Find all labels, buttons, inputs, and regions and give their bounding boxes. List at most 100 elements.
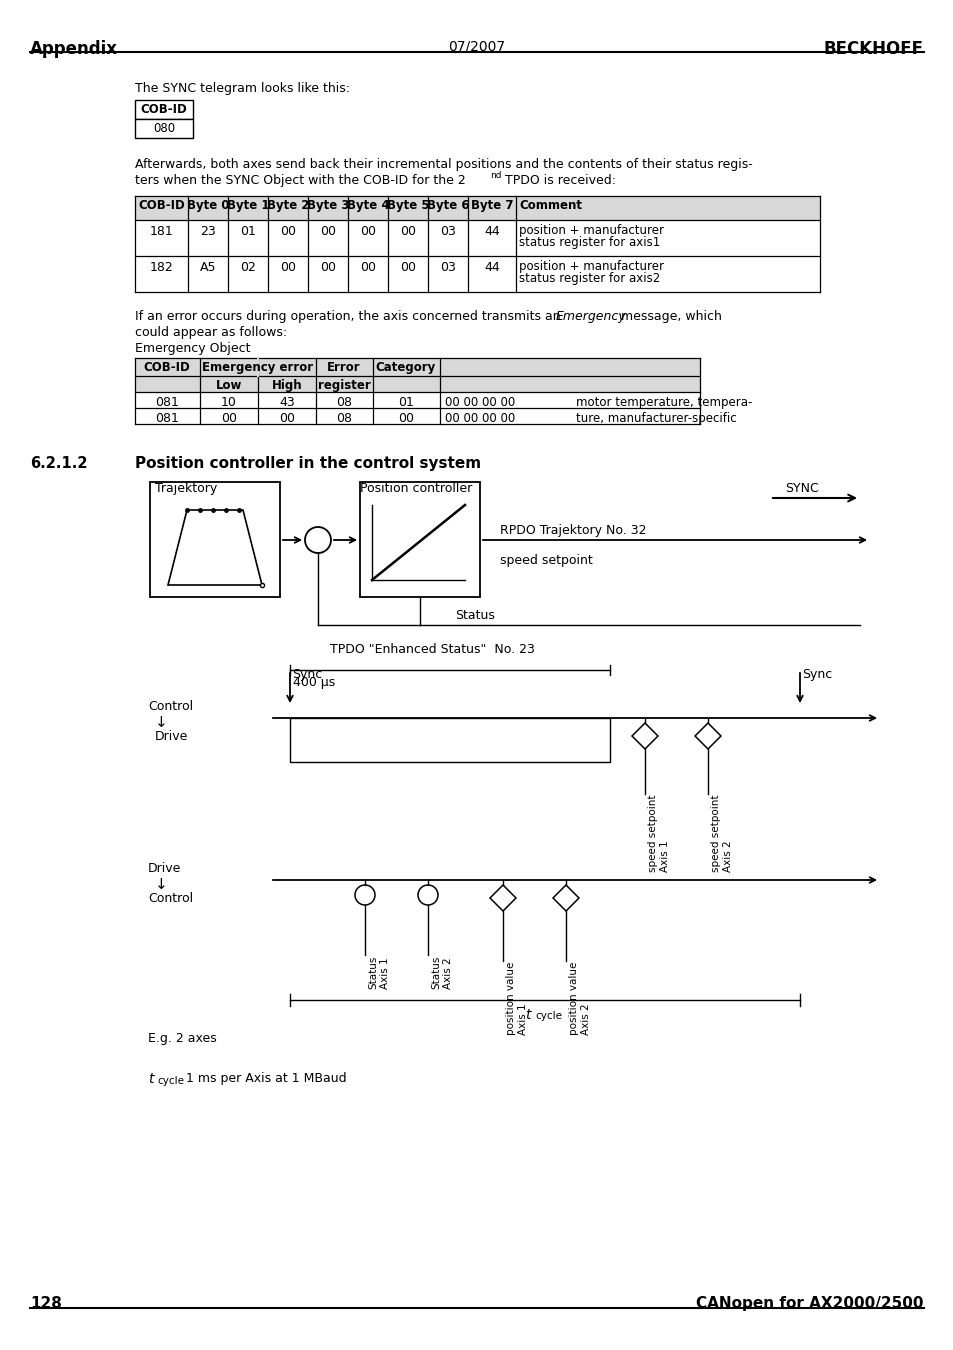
Text: 08: 08 (335, 412, 352, 425)
Text: COB-ID: COB-ID (144, 360, 191, 374)
Text: Position controller: Position controller (359, 482, 472, 495)
Text: speed setpoint
Axis 1: speed setpoint Axis 1 (647, 795, 669, 872)
Polygon shape (168, 510, 262, 585)
Text: Byte 3: Byte 3 (307, 198, 349, 212)
Text: nd: nd (490, 171, 501, 180)
Text: register: register (317, 379, 370, 391)
Text: t: t (524, 1008, 530, 1022)
Text: ↓: ↓ (154, 878, 168, 892)
Bar (135, 119, 193, 138)
Text: BECKHOFF: BECKHOFF (823, 40, 923, 58)
Text: Position controller in the control system: Position controller in the control syste… (135, 456, 480, 471)
Text: High: High (272, 379, 302, 391)
Text: Control: Control (148, 892, 193, 904)
Text: 01: 01 (397, 396, 414, 409)
Text: 00: 00 (319, 225, 335, 238)
Bar (135, 196, 820, 220)
Text: Drive: Drive (154, 730, 188, 742)
Text: −: − (312, 545, 323, 560)
Text: 44: 44 (483, 225, 499, 238)
Text: status register for axis2: status register for axis2 (518, 271, 659, 285)
Text: 182: 182 (150, 261, 173, 274)
Text: 00 00 00 00: 00 00 00 00 (444, 396, 515, 409)
Text: message, which: message, which (617, 310, 721, 323)
Text: t: t (148, 1072, 153, 1085)
Text: 00: 00 (319, 261, 335, 274)
Text: Byte 4: Byte 4 (346, 198, 389, 212)
Text: cycle: cycle (157, 1076, 184, 1085)
Text: position value
Axis 1: position value Axis 1 (505, 963, 527, 1035)
Text: 00: 00 (280, 261, 295, 274)
Text: Byte 2: Byte 2 (267, 198, 309, 212)
Text: 07/2007: 07/2007 (448, 40, 505, 54)
Text: ters when the SYNC Object with the COB-ID for the 2: ters when the SYNC Object with the COB-I… (135, 174, 465, 188)
Text: 00: 00 (359, 261, 375, 274)
Polygon shape (553, 886, 578, 911)
Text: Sync: Sync (801, 668, 831, 680)
Polygon shape (695, 724, 720, 749)
Text: 00: 00 (399, 225, 416, 238)
Text: 44: 44 (483, 261, 499, 274)
Text: Byte 0: Byte 0 (187, 198, 229, 212)
Text: 08: 08 (335, 396, 352, 409)
Text: motor temperature, tempera-: motor temperature, tempera- (576, 396, 752, 409)
Text: Error: Error (327, 360, 360, 374)
Bar (359, 482, 479, 597)
Text: status register for axis1: status register for axis1 (518, 236, 659, 248)
Text: Byte 1: Byte 1 (227, 198, 269, 212)
Text: 1 ms per Axis at 1 MBaud: 1 ms per Axis at 1 MBaud (186, 1072, 346, 1085)
Text: position value
Axis 2: position value Axis 2 (568, 963, 590, 1035)
Text: position + manufacturer: position + manufacturer (518, 261, 663, 273)
Text: 181: 181 (150, 225, 173, 238)
Bar (135, 358, 700, 377)
Text: 081: 081 (155, 412, 179, 425)
Text: Drive: Drive (148, 863, 181, 875)
Text: 43: 43 (279, 396, 294, 409)
Polygon shape (490, 886, 516, 911)
Bar (135, 377, 700, 392)
Text: Emergency error: Emergency error (202, 360, 314, 374)
Text: 128: 128 (30, 1296, 62, 1311)
Text: 02: 02 (240, 261, 255, 274)
Text: 6.2.1.2: 6.2.1.2 (30, 456, 88, 471)
Text: 00: 00 (278, 412, 294, 425)
Bar (290, 718, 609, 761)
Text: RPDO Trajektory No. 32: RPDO Trajektory No. 32 (499, 524, 646, 537)
Text: TPDO is received:: TPDO is received: (500, 174, 616, 188)
Text: TPDO "Enhanced Status"  No. 23: TPDO "Enhanced Status" No. 23 (330, 643, 535, 656)
Text: 01: 01 (240, 225, 255, 238)
Text: The SYNC telegram looks like this:: The SYNC telegram looks like this: (135, 82, 350, 94)
Text: Category: Category (375, 360, 436, 374)
Text: 00 00 00 00: 00 00 00 00 (444, 412, 515, 425)
Text: Status: Status (455, 609, 495, 622)
Text: ↓: ↓ (154, 716, 168, 730)
Text: 00: 00 (221, 412, 236, 425)
Text: Control: Control (148, 701, 193, 713)
Text: 00: 00 (397, 412, 414, 425)
Text: ture, manufacturer-specific: ture, manufacturer-specific (576, 412, 736, 425)
Text: 00: 00 (399, 261, 416, 274)
Text: E.g. 2 axes: E.g. 2 axes (148, 1031, 216, 1045)
Bar (150, 482, 280, 597)
Text: 080: 080 (152, 122, 175, 135)
Bar (135, 100, 193, 119)
Text: 00: 00 (359, 225, 375, 238)
Text: Sync: Sync (292, 668, 322, 680)
Text: speed setpoint
Axis 2: speed setpoint Axis 2 (710, 795, 732, 872)
Text: Appendix: Appendix (30, 40, 118, 58)
Text: 00: 00 (280, 225, 295, 238)
Text: If an error occurs during operation, the axis concerned transmits an: If an error occurs during operation, the… (135, 310, 564, 323)
Text: Afterwards, both axes send back their incremental positions and the contents of : Afterwards, both axes send back their in… (135, 158, 752, 171)
Text: 23: 23 (200, 225, 215, 238)
Text: Emergency: Emergency (556, 310, 626, 323)
Text: cycle: cycle (535, 1011, 561, 1021)
Text: could appear as follows:: could appear as follows: (135, 325, 287, 339)
Text: Emergency Object: Emergency Object (135, 342, 251, 355)
Text: Low: Low (215, 379, 242, 391)
Text: A5: A5 (199, 261, 216, 274)
Text: 081: 081 (155, 396, 179, 409)
Text: Byte 5: Byte 5 (386, 198, 429, 212)
Text: speed setpoint: speed setpoint (499, 554, 592, 567)
Text: 10: 10 (221, 396, 236, 409)
Text: COB-ID: COB-ID (138, 198, 185, 212)
